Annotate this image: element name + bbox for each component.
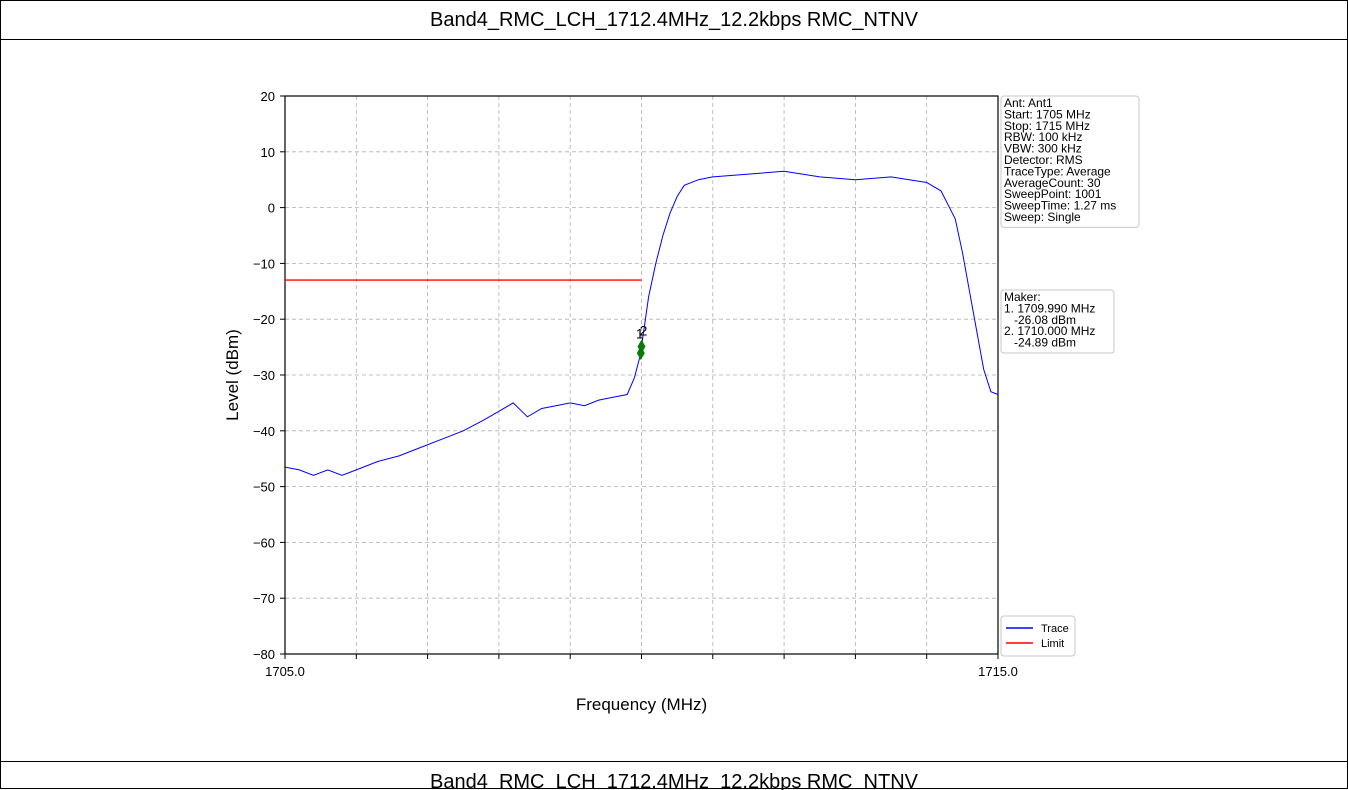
info-box-line: Stop: 1715 MHz [1004,119,1090,133]
y-tick-label: 0 [268,201,275,216]
legend-label-limit: Limit [1041,638,1064,650]
page-title: Band4_RMC_LCH_1712.4MHz_12.2kbps RMC_NTN… [1,1,1347,40]
legend-label-trace: Trace [1041,623,1069,635]
info-box-line: SweepTime: 1.27 ms [1004,199,1116,213]
plot-area [284,95,999,655]
info-box-line: VBW: 300 kHz [1004,142,1082,156]
x-axis-label: Frequency (MHz) [576,695,707,714]
page-caption: Band4_RMC_LCH_1712.4MHz_12.2kbps RMC_NTN… [1,761,1347,790]
info-box-line: SweepPoint: 1001 [1004,187,1102,201]
y-axis-label: Level (dBm) [223,329,242,421]
y-tick-label: −40 [253,424,275,439]
y-tick-label: −70 [253,591,275,606]
y-tick-label: −60 [253,535,275,550]
info-box-line: TraceType: Average [1004,164,1111,178]
y-tick-label: −80 [253,647,275,662]
info-box [1000,95,1140,228]
marker-box [1000,289,1115,354]
x-tick-label: 1705.0 [265,664,305,679]
marker-box-line: 2. 1710.000 MHz [1004,324,1095,338]
x-tick-label: 1715.0 [978,664,1018,679]
info-box-line: AverageCount: 30 [1004,176,1101,190]
info-box-line: RBW: 100 kHz [1004,130,1082,144]
marker-box-line: 1. 1709.990 MHz [1004,301,1095,315]
marker-box-line: -24.89 dBm [1004,336,1076,350]
info-box-line: Start: 1705 MHz [1004,107,1091,121]
info-box-line: Ant: Ant1 [1004,96,1053,110]
marker-label-1: 1 [636,325,644,341]
marker-box-line: Maker: [1004,290,1041,304]
marker-label-2: 2 [640,322,648,338]
y-tick-label: −20 [253,312,275,327]
marker-2 [637,339,646,354]
y-tick-label: 10 [261,145,275,160]
y-tick-label: −30 [253,368,275,383]
y-tick-label: −10 [253,256,275,271]
marker-box-line: -26.08 dBm [1004,313,1076,327]
info-box-line: Detector: RMS [1004,153,1083,167]
legend-box [1000,615,1076,657]
y-tick-label: 20 [261,89,275,104]
y-tick-label: −50 [253,480,275,495]
info-box-line: Sweep: Single [1004,210,1081,224]
